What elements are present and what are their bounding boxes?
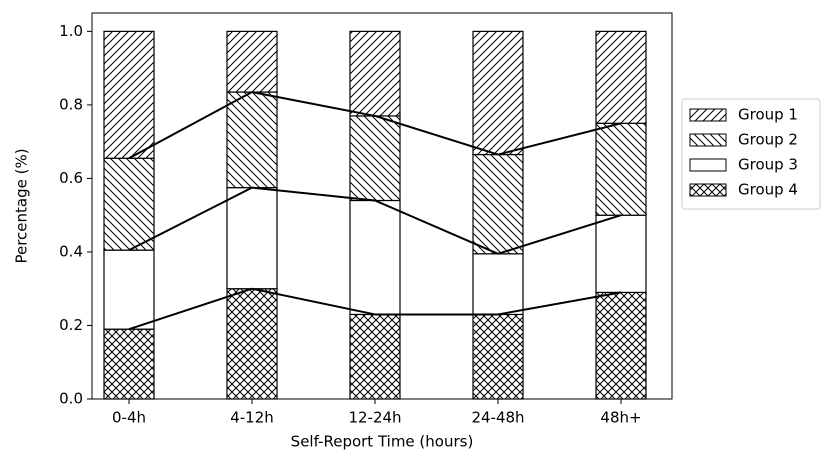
bar-segment	[472, 153, 524, 255]
connector-line	[497, 122, 622, 156]
bar-segment	[595, 214, 647, 293]
bar-segment	[472, 30, 524, 156]
plot-frame	[91, 12, 673, 400]
legend-label: Group 4	[738, 181, 798, 199]
legend-label: Group 2	[738, 131, 798, 149]
bar-segment	[349, 199, 401, 316]
bar-segment	[595, 30, 647, 124]
x-tick-label: 0-4h	[112, 409, 146, 427]
legend-swatch	[689, 108, 727, 122]
bar-segment	[226, 30, 278, 93]
bar-segment	[226, 187, 278, 290]
y-axis-label: Percentage (%)	[13, 148, 31, 263]
bar-segment	[595, 122, 647, 216]
connector-line	[128, 186, 253, 252]
connector-line	[374, 199, 499, 255]
y-tick-label: 0.4	[59, 242, 83, 260]
connector-line	[374, 114, 499, 156]
connector-line	[497, 214, 622, 255]
legend-swatch	[689, 158, 727, 172]
x-axis-label: Self-Report Time (hours)	[291, 433, 474, 451]
bar-segment	[103, 249, 155, 330]
connector-line	[497, 291, 622, 316]
connector-line	[251, 186, 376, 202]
connector-line	[128, 287, 253, 331]
legend-label: Group 1	[738, 106, 798, 124]
bar-segment	[349, 115, 401, 202]
bar-segment	[103, 328, 155, 400]
y-tick-label: 0.6	[59, 169, 83, 187]
connector-line	[128, 91, 253, 160]
bar-segment	[226, 288, 278, 400]
y-tick-label: 1.0	[59, 22, 83, 40]
x-tick-label: 48h+	[600, 409, 641, 427]
bar-segment	[472, 313, 524, 400]
legend-swatch	[689, 133, 727, 147]
x-tick-label: 24-48h	[471, 409, 524, 427]
bar-segment	[472, 253, 524, 316]
legend-box	[681, 98, 821, 210]
bar-segment	[226, 91, 278, 189]
y-tick-label: 0.0	[59, 390, 83, 408]
y-tick-label: 0.2	[59, 316, 83, 334]
legend-label: Group 3	[738, 156, 798, 174]
bar-segment	[349, 30, 401, 117]
x-tick-label: 12-24h	[348, 409, 401, 427]
y-tick-label: 0.8	[59, 95, 83, 113]
legend-swatch	[689, 183, 727, 197]
bar-segment	[595, 291, 647, 400]
bar-segment	[103, 157, 155, 251]
bar-segment	[103, 30, 155, 159]
connector-line	[251, 287, 376, 316]
bar-segment	[349, 313, 401, 400]
connector-line	[251, 91, 376, 117]
x-tick-label: 4-12h	[230, 409, 274, 427]
